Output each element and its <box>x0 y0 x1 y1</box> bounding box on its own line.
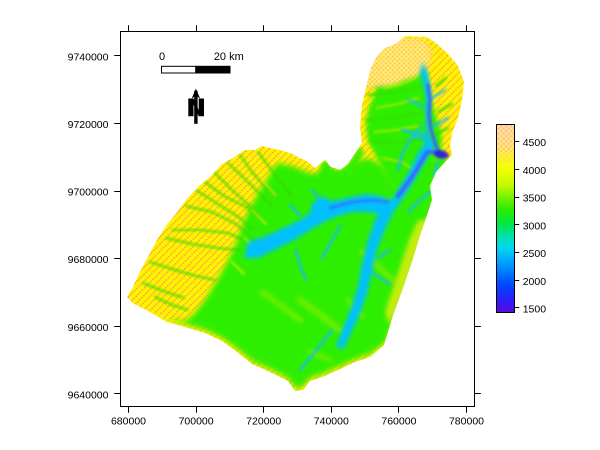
svg-text:680000: 680000 <box>111 416 146 428</box>
svg-text:4500: 4500 <box>523 137 547 149</box>
svg-text:2500: 2500 <box>523 248 547 260</box>
svg-text:760000: 760000 <box>381 416 416 428</box>
svg-text:700000: 700000 <box>179 416 214 428</box>
svg-text:9680000: 9680000 <box>68 254 109 266</box>
svg-text:740000: 740000 <box>314 416 349 428</box>
svg-text:9740000: 9740000 <box>68 51 109 63</box>
svg-text:20 km: 20 km <box>214 51 244 63</box>
svg-text:9720000: 9720000 <box>68 119 109 131</box>
svg-text:780000: 780000 <box>449 416 484 428</box>
svg-text:4000: 4000 <box>523 165 547 177</box>
svg-text:9640000: 9640000 <box>68 389 109 401</box>
svg-text:0: 0 <box>159 51 165 63</box>
svg-text:720000: 720000 <box>246 416 281 428</box>
svg-text:2000: 2000 <box>523 276 547 288</box>
svg-text:1500: 1500 <box>523 304 547 316</box>
svg-text:9700000: 9700000 <box>68 187 109 199</box>
svg-text:3000: 3000 <box>523 220 547 232</box>
svg-text:9660000: 9660000 <box>68 322 109 334</box>
svg-text:3500: 3500 <box>523 193 547 205</box>
